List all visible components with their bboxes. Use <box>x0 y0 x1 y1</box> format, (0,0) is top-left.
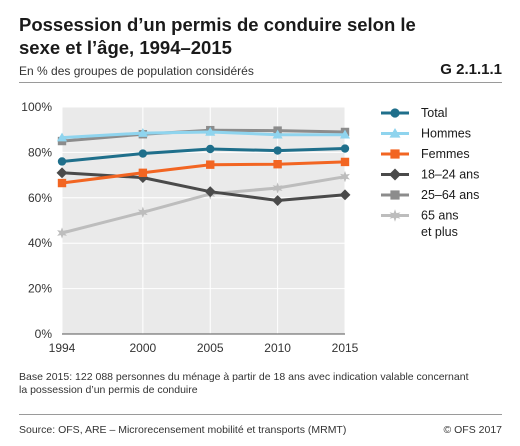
legend-label: et plus <box>421 225 458 239</box>
legend-label: Femmes <box>421 147 470 161</box>
data-point <box>57 227 67 239</box>
x-tick-label: 2005 <box>197 341 224 355</box>
data-point <box>339 189 351 201</box>
legend-label: 18–24 ans <box>421 168 479 182</box>
data-point <box>339 129 351 139</box>
source-text: Source: OFS, ARE – Microrecensement mobi… <box>19 424 347 436</box>
data-point <box>340 171 350 183</box>
data-point <box>272 129 283 139</box>
legend-label: 65 ans <box>421 209 459 223</box>
data-point <box>340 144 350 153</box>
x-tick-label: 1994 <box>49 341 76 355</box>
data-point <box>273 160 282 169</box>
y-tick-label: 100% <box>21 100 52 114</box>
bottom-divider <box>19 414 502 415</box>
legend-label: Hommes <box>421 127 471 141</box>
top-divider <box>19 82 502 83</box>
legend-swatch-marker <box>390 108 400 118</box>
note-line-2: la possession d’un permis de conduire <box>19 384 198 396</box>
chart-title: Possession d’un permis de conduire selon… <box>19 14 416 58</box>
y-tick-label: 80% <box>28 145 52 159</box>
data-point <box>56 132 68 142</box>
y-tick-label: 0% <box>35 327 53 341</box>
legend-swatch-marker <box>390 190 400 200</box>
data-point <box>137 206 148 218</box>
copyright-text: © OFS 2017 <box>443 424 502 436</box>
y-tick-label: 60% <box>28 191 52 205</box>
chart-note: Base 2015: 122 088 personnes du ménage à… <box>19 371 489 397</box>
y-tick-label: 40% <box>28 236 52 250</box>
y-tick-label: 20% <box>28 282 52 296</box>
x-tick-label: 2010 <box>264 341 291 355</box>
legend-label: 25–64 ans <box>421 188 479 202</box>
legend-swatch-marker <box>389 209 401 222</box>
data-point <box>57 157 67 166</box>
legend-label: Total <box>421 106 447 120</box>
legend-swatch-marker <box>389 168 401 181</box>
data-point <box>206 144 215 154</box>
x-tick-label: 2000 <box>130 341 157 355</box>
data-point <box>273 146 282 155</box>
data-point <box>137 128 148 137</box>
data-point <box>206 160 215 169</box>
data-point <box>138 168 148 178</box>
data-point <box>340 157 350 167</box>
legend-swatch-marker <box>389 127 401 138</box>
data-point <box>272 182 283 194</box>
note-line-1: Base 2015: 122 088 personnes du ménage à… <box>19 371 469 383</box>
chart-subtitle: En % des groupes de population considéré… <box>19 64 254 78</box>
data-point <box>204 186 216 198</box>
plot-background <box>62 107 345 334</box>
data-point <box>272 195 284 206</box>
x-tick-label: 2015 <box>332 341 359 355</box>
data-point <box>205 126 216 136</box>
chart-code: G 2.1.1.1 <box>440 61 502 78</box>
data-point <box>138 149 148 158</box>
legend-swatch-marker <box>390 149 400 159</box>
data-point <box>57 178 67 188</box>
data-point <box>56 167 68 179</box>
